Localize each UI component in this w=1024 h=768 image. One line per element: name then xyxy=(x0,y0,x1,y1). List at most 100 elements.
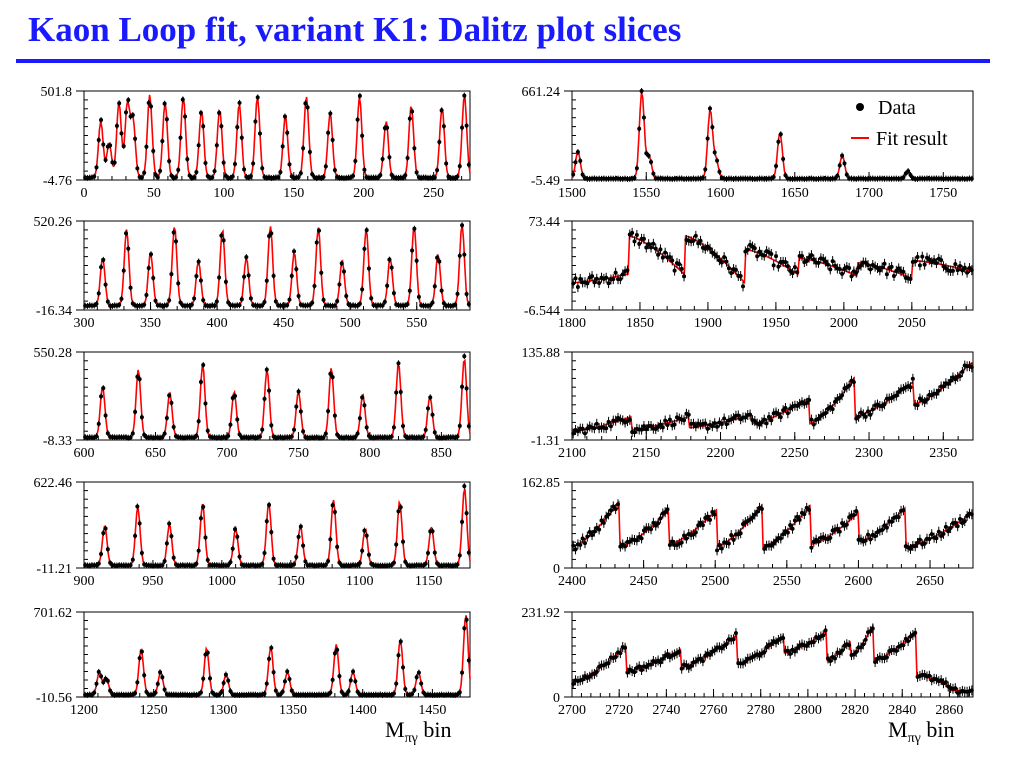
data-point xyxy=(582,541,587,546)
legend: Data Fit result xyxy=(851,97,948,150)
data-point xyxy=(257,434,262,439)
data-point xyxy=(196,419,201,424)
data-point xyxy=(590,533,595,538)
x-tick-label: 600 xyxy=(74,446,95,461)
data-point xyxy=(144,689,149,694)
data-point xyxy=(430,300,435,305)
data-point xyxy=(362,246,367,251)
data-point xyxy=(828,267,833,272)
data-point xyxy=(840,271,845,276)
data-point xyxy=(239,135,244,140)
data-point xyxy=(337,560,342,565)
data-point xyxy=(693,530,698,535)
x-tick-label: 2840 xyxy=(888,703,916,718)
data-point xyxy=(335,432,340,437)
data-point xyxy=(416,670,421,675)
data-point xyxy=(710,424,715,429)
data-point xyxy=(439,288,444,293)
data-point xyxy=(167,521,172,526)
y-min-label: -8.33 xyxy=(43,434,72,449)
data-point xyxy=(94,165,99,170)
data-point xyxy=(176,167,181,172)
data-point xyxy=(658,247,663,252)
x-tick-label: 2150 xyxy=(632,446,660,461)
data-point xyxy=(101,386,106,391)
data-point xyxy=(205,558,210,563)
data-point xyxy=(248,296,253,301)
x-tick-label: 500 xyxy=(340,316,361,331)
plot-frame xyxy=(83,351,471,441)
data-point xyxy=(771,175,776,180)
data-point xyxy=(130,113,135,118)
data-point xyxy=(457,423,462,428)
y-min-label: 0 xyxy=(553,691,560,706)
data-point xyxy=(896,390,901,395)
data-point xyxy=(282,679,287,684)
data-point xyxy=(401,423,406,428)
data-point xyxy=(670,539,675,544)
data-point xyxy=(94,434,99,439)
x-tick-label: 400 xyxy=(207,316,228,331)
data-point xyxy=(651,520,656,525)
data-point xyxy=(332,303,337,308)
data-point xyxy=(896,266,901,271)
data-point xyxy=(575,150,580,155)
data-point xyxy=(323,164,328,169)
data-point xyxy=(663,510,668,515)
data-point xyxy=(226,563,231,568)
x-tick-label: 1900 xyxy=(694,316,722,331)
data-point xyxy=(226,433,231,438)
data-point xyxy=(778,132,783,137)
data-point xyxy=(571,681,576,686)
data-point xyxy=(884,272,889,277)
data-point xyxy=(201,363,206,368)
data-point xyxy=(183,114,188,119)
data-point xyxy=(103,282,108,287)
data-point xyxy=(223,672,228,677)
data-point xyxy=(868,629,873,634)
x-tick-label: 2740 xyxy=(652,703,680,718)
data-point xyxy=(198,516,203,521)
data-point xyxy=(121,268,126,273)
x-tick-label: 0 xyxy=(81,186,88,201)
data-point xyxy=(641,424,646,429)
data-points xyxy=(83,222,471,309)
data-point xyxy=(943,680,948,685)
data-point xyxy=(432,550,437,555)
data-point xyxy=(398,505,403,510)
data-point xyxy=(328,371,333,376)
data-point xyxy=(92,174,97,179)
data-point xyxy=(464,292,469,297)
data-point xyxy=(239,297,244,302)
data-point xyxy=(868,537,873,542)
data-point xyxy=(613,270,618,275)
data-point xyxy=(634,166,639,171)
fit-curve xyxy=(84,224,471,307)
data-point xyxy=(757,249,762,254)
data-point xyxy=(608,508,613,513)
data-point xyxy=(731,637,736,642)
data-point xyxy=(873,660,878,665)
data-point xyxy=(682,418,687,423)
data-point xyxy=(105,547,110,552)
data-point xyxy=(203,535,208,540)
data-point xyxy=(571,281,576,286)
data-point xyxy=(391,560,396,565)
data-point xyxy=(144,293,149,298)
data-point xyxy=(632,175,637,180)
data-point xyxy=(698,520,703,525)
data-point xyxy=(684,663,689,668)
data-point xyxy=(762,546,767,551)
data-point xyxy=(646,242,651,247)
x-tick-label: 100 xyxy=(213,186,234,201)
data-point xyxy=(101,680,106,685)
data-point xyxy=(139,649,144,654)
data-point xyxy=(665,507,670,512)
data-point xyxy=(837,395,842,400)
data-point xyxy=(235,534,240,539)
data-point xyxy=(889,264,894,269)
data-point xyxy=(271,670,276,675)
data-point xyxy=(613,507,618,512)
data-point xyxy=(466,550,471,555)
